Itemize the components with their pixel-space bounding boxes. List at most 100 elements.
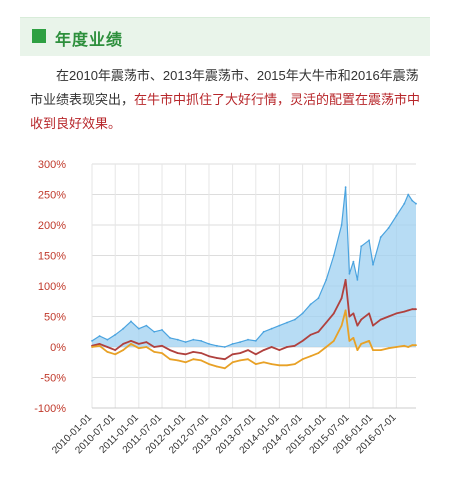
series-1-point bbox=[176, 338, 179, 341]
series-1-point bbox=[360, 245, 363, 248]
series-1-point bbox=[270, 327, 273, 330]
series-2-point bbox=[407, 309, 410, 312]
series-1-point bbox=[153, 330, 156, 333]
y-tick-label: 0% bbox=[50, 342, 66, 354]
series-2-point bbox=[360, 318, 363, 321]
series-3-point bbox=[247, 358, 249, 361]
series-2-point bbox=[379, 318, 382, 321]
y-tick-label: -100% bbox=[34, 403, 66, 415]
y-tick-label: 300% bbox=[38, 159, 66, 171]
section-header: 年度业绩 bbox=[20, 17, 430, 56]
series-1-point bbox=[293, 318, 296, 321]
series-3-point bbox=[239, 359, 242, 362]
series-2-point bbox=[348, 315, 351, 318]
series-1-point bbox=[395, 214, 398, 217]
series-2-point bbox=[176, 352, 179, 354]
series-1-area bbox=[92, 187, 416, 347]
series-1-point bbox=[130, 320, 132, 323]
series-3-point bbox=[106, 351, 109, 353]
series-3-point bbox=[415, 344, 417, 347]
series-1-point bbox=[379, 236, 382, 239]
series-3-point bbox=[216, 365, 218, 368]
series-1-point bbox=[325, 279, 328, 281]
y-tick-label: 100% bbox=[38, 281, 66, 293]
series-1-point bbox=[286, 321, 288, 324]
series-2-point bbox=[368, 312, 370, 315]
series-3-point bbox=[340, 324, 343, 327]
series-3-point bbox=[98, 344, 101, 347]
series-2-point bbox=[130, 340, 132, 342]
series-1-point bbox=[247, 338, 249, 341]
series-3-point bbox=[286, 364, 288, 367]
series-2-point bbox=[332, 312, 335, 315]
series-1-point bbox=[403, 202, 406, 205]
series-2-point bbox=[137, 343, 140, 345]
series-2-point bbox=[309, 333, 312, 336]
series-3-point bbox=[231, 361, 234, 364]
series-3-point bbox=[200, 359, 203, 362]
series-2-point bbox=[270, 346, 273, 348]
series-1-point bbox=[254, 340, 257, 342]
series-3-point bbox=[360, 343, 363, 345]
series-1-point bbox=[344, 186, 347, 189]
series-3-point bbox=[270, 363, 273, 365]
series-3-point bbox=[301, 358, 304, 361]
series-2-point bbox=[395, 312, 398, 315]
series-1-point bbox=[340, 224, 343, 226]
series-3-point bbox=[145, 346, 148, 348]
series-3-point bbox=[403, 344, 406, 347]
series-3-point bbox=[317, 352, 320, 354]
performance-chart-svg: 300%250%200%150%100%50%0%-50%-100%2010-0… bbox=[34, 159, 417, 456]
series-1-point bbox=[137, 327, 140, 330]
series-3-point bbox=[114, 353, 117, 356]
series-3-point bbox=[387, 347, 390, 350]
series-2-point bbox=[161, 344, 163, 347]
series-2-point bbox=[301, 340, 304, 342]
series-2-point bbox=[286, 346, 288, 348]
series-2-point bbox=[262, 349, 265, 351]
series-2-point bbox=[239, 352, 242, 354]
series-2-point bbox=[254, 353, 257, 356]
series-3-point bbox=[223, 367, 226, 370]
series-1-point bbox=[169, 337, 171, 339]
series-2-point bbox=[352, 312, 355, 315]
series-2-point bbox=[200, 352, 203, 354]
series-2-point bbox=[208, 355, 210, 358]
series-2-point bbox=[216, 357, 218, 359]
series-1-point bbox=[231, 343, 234, 345]
series-1-point bbox=[200, 340, 203, 342]
series-3-point bbox=[325, 346, 328, 348]
series-1-point bbox=[387, 227, 390, 229]
series-1-point bbox=[239, 341, 242, 343]
series-3-point bbox=[169, 358, 171, 361]
series-3-point bbox=[153, 351, 156, 353]
series-2-point bbox=[169, 349, 171, 351]
series-2-point bbox=[153, 346, 156, 348]
series-3-point bbox=[137, 347, 140, 350]
series-2-point bbox=[293, 344, 296, 347]
series-1-point bbox=[145, 324, 148, 327]
section-marker-icon bbox=[32, 29, 46, 43]
series-3-point bbox=[372, 349, 374, 351]
series-2-point bbox=[340, 297, 343, 300]
series-3-point bbox=[184, 361, 187, 364]
series-1-point bbox=[407, 193, 410, 196]
series-1-point bbox=[114, 333, 117, 336]
series-2-point bbox=[247, 349, 249, 351]
series-3-point bbox=[192, 358, 195, 361]
series-1-point bbox=[98, 335, 101, 337]
series-1-point bbox=[411, 199, 414, 202]
series-2-point bbox=[223, 358, 226, 361]
series-1-point bbox=[262, 330, 265, 333]
series-2-point bbox=[344, 279, 347, 281]
series-2-point bbox=[192, 351, 195, 353]
series-1-point bbox=[122, 327, 125, 330]
series-3-point bbox=[407, 346, 410, 348]
y-tick-label: 250% bbox=[38, 190, 66, 202]
paragraph-normal-text: 在2010年震荡市、2013年震荡市、2015年大牛市和2016年震荡市业绩表现… bbox=[30, 68, 419, 107]
y-tick-label: -50% bbox=[40, 373, 66, 385]
series-1-point bbox=[332, 254, 335, 257]
series-2-point bbox=[403, 310, 406, 313]
series-1-point bbox=[106, 338, 109, 341]
